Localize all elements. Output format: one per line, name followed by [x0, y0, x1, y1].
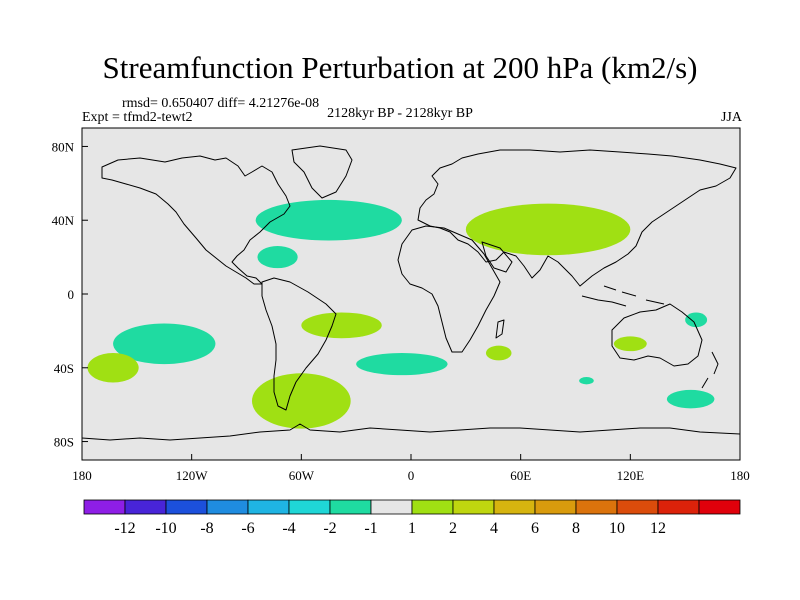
lat-label: 0: [68, 287, 75, 302]
anomaly-north-atlantic-negative: [255, 199, 402, 241]
lon-label: 60W: [289, 468, 315, 483]
colorbar-label: -2: [323, 520, 336, 537]
anomaly-southern-ocean-positive: [251, 373, 351, 429]
colorbar: -12 -10 -8 -6 -4 -2 -1 1 2 4 6 8 10 12: [83, 499, 741, 537]
colorbar-label: 2: [449, 520, 457, 537]
coast-eurasia: [417, 149, 737, 287]
colorbar-swatch: [288, 499, 331, 515]
coast-antarctica: [82, 423, 740, 441]
colorbar-swatch: [493, 499, 536, 515]
colorbar-swatch: [452, 499, 495, 515]
colorbar-swatch: [165, 499, 208, 515]
colorbar-label: -12: [114, 520, 135, 537]
anomaly-caribbean-negative: [257, 246, 298, 269]
coast-australia: [611, 303, 703, 367]
stats-label: rmsd= 0.650407 diff= 4.21276e-08: [122, 96, 320, 111]
colorbar-swatch: [206, 499, 249, 515]
colorbar-swatch: [534, 499, 577, 515]
lon-label: 180: [72, 468, 92, 483]
lon-label: 180: [730, 468, 750, 483]
coast-greenland: [291, 145, 353, 199]
anomaly-madagascar-positive: [485, 345, 512, 361]
anomaly-south-america-positive: [301, 312, 382, 339]
anomaly-australia-positive: [613, 336, 647, 352]
colorbar-swatch: [575, 499, 618, 515]
lon-label: 60E: [510, 468, 531, 483]
plot-title: Streamfunction Perturbation at 200 hPa (…: [102, 50, 698, 85]
colorbar-label: 6: [531, 520, 539, 537]
map-background: [82, 128, 740, 460]
coast-madagascar: [495, 319, 505, 339]
anomaly-tasman-negative: [666, 389, 715, 409]
colorbar-swatch: [370, 499, 413, 515]
coast-arabia: [481, 241, 513, 273]
experiment-label: Expt = tfmd2-tewt2: [82, 110, 193, 125]
colorbar-label: 12: [650, 520, 666, 537]
colorbar-swatch: [698, 499, 741, 515]
season-label: JJA: [720, 110, 742, 125]
coast-south-america: [261, 277, 337, 411]
colorbar-label: -8: [200, 520, 213, 537]
colorbar-label: -10: [155, 520, 176, 537]
colorbar-swatch: [411, 499, 454, 515]
anomaly-south-atlantic-negative: [356, 353, 448, 376]
coast-new-zealand: [701, 351, 719, 389]
lat-label: 40N: [52, 213, 75, 228]
colorbar-label: 4: [490, 520, 498, 537]
colorbar-swatch: [83, 499, 126, 515]
anomaly-indian-ocean-negative: [579, 377, 594, 385]
lon-label: 120W: [176, 468, 209, 483]
colorbar-swatch: [616, 499, 659, 515]
colorbar-swatch: [329, 499, 372, 515]
colorbar-label: -6: [241, 520, 254, 537]
anomaly-eurasia-positive: [465, 203, 631, 256]
colorbar-label: 10: [609, 520, 625, 537]
colorbar-swatch: [657, 499, 700, 515]
lon-label: 0: [408, 468, 415, 483]
lon-label: 120E: [617, 468, 645, 483]
map-axes: 80N 40N 0 40S 80S 180 120W 60W 0 60E 120E 180: [52, 139, 750, 483]
lat-label: 40S: [54, 361, 74, 376]
anomaly-south-pacific-negative: [113, 323, 216, 365]
coastlines: [82, 145, 740, 441]
colorbar-label: 1: [408, 520, 416, 537]
period-label: 2128kyr BP - 2128kyr BP: [327, 106, 473, 121]
colorbar-label: -4: [282, 520, 295, 537]
anomaly-far-south-pacific-positive: [87, 353, 139, 383]
coast-north-america: [101, 155, 291, 285]
coast-africa: [397, 225, 501, 353]
colorbar-label: 8: [572, 520, 580, 537]
anomaly-layer: [87, 199, 715, 429]
anomaly-coral-sea-negative: [685, 312, 708, 328]
colorbar-swatch: [124, 499, 167, 515]
coast-indonesia: [581, 285, 665, 307]
lat-label: 80S: [54, 435, 74, 450]
colorbar-swatch: [247, 499, 290, 515]
lat-label: 80N: [52, 139, 75, 154]
colorbar-label: -1: [364, 520, 377, 537]
